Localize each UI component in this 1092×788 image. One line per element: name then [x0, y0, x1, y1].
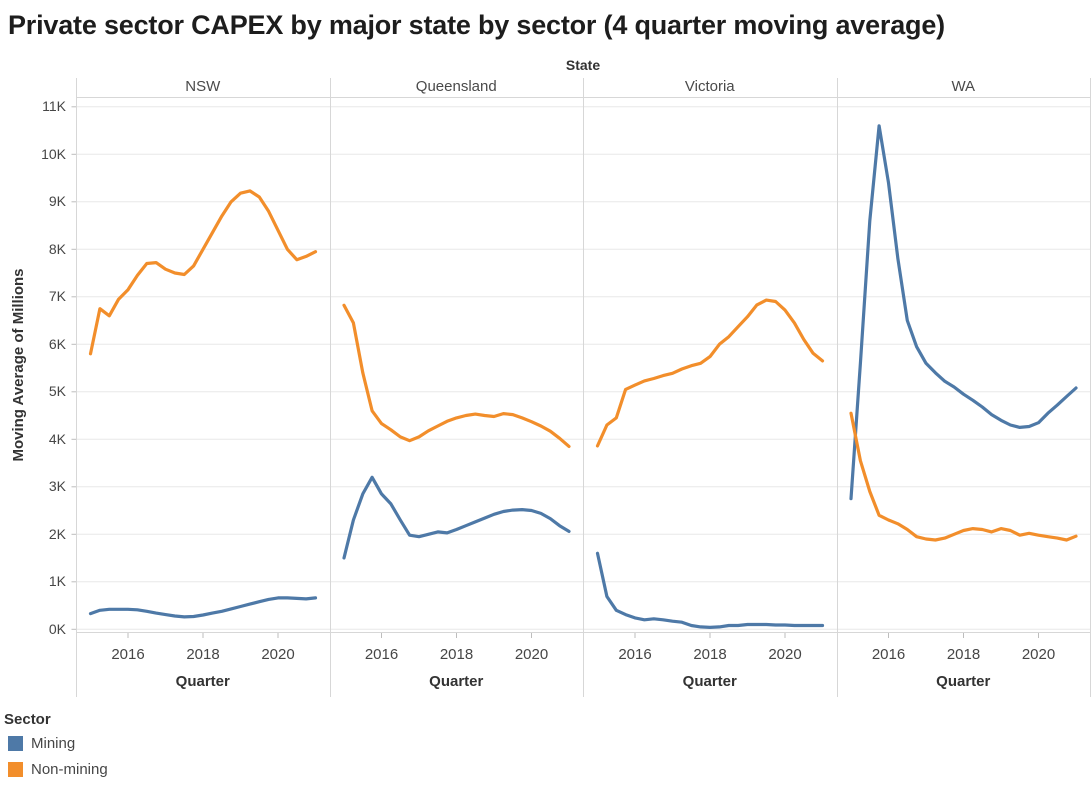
x-tick-label-nsw-2020: 2020 [261, 646, 295, 663]
y-tick-label-5k: 5K [48, 383, 66, 400]
x-axis-title-nsw: Quarter [175, 673, 230, 690]
chart-title: Private sector CAPEX by major state by s… [8, 10, 945, 40]
legend: Sector Mining Non-mining [4, 711, 108, 787]
legend-swatch-non-mining [8, 762, 23, 777]
y-axis-title: Moving Average of Millions [10, 268, 27, 462]
y-tick-label-4k: 4K [48, 430, 66, 447]
line-mining-nsw [88, 596, 318, 619]
panel-separator [1090, 78, 1091, 697]
x-tick-label-queensland-2016: 2016 [364, 646, 399, 663]
x-tick-label-victoria-2018: 2018 [693, 646, 727, 663]
legend-label: Non-mining [31, 761, 108, 778]
y-tick-label-11k: 11K [42, 98, 66, 115]
y-tick-label-3k: 3K [48, 478, 66, 495]
y-tick-label-10k: 10K [41, 145, 66, 162]
x-tick-label-queensland-2018: 2018 [439, 646, 474, 663]
x-axis-title-victoria: Quarter [682, 673, 737, 690]
x-tick-label-queensland-2020: 2020 [514, 646, 549, 663]
y-tick-label-9k: 9K [48, 193, 66, 210]
facet-header-queensland: Queensland [415, 78, 497, 95]
legend-title: Sector [4, 711, 51, 728]
x-tick-label-victoria-2020: 2020 [768, 646, 802, 663]
line-mining-queensland [342, 475, 571, 560]
y-tick-label-8k: 8K [48, 240, 66, 257]
y-tick-label-7k: 7K [48, 288, 66, 305]
panel-separator [836, 78, 838, 697]
y-tick-label-1k: 1K [48, 573, 66, 590]
line-non-mining-queensland [342, 303, 571, 448]
plot-area [71, 97, 1090, 638]
legend-item-mining[interactable]: Mining [8, 735, 108, 752]
x-tick-label-nsw-2018: 2018 [186, 646, 220, 663]
x-tick-label-wa-2016: 2016 [871, 646, 906, 663]
legend-label: Mining [31, 735, 76, 752]
x-tick-label-nsw-2016: 2016 [111, 646, 145, 663]
y-tick-label-6k: 6K [48, 335, 66, 352]
line-non-mining-victoria [595, 298, 825, 448]
line-non-mining-wa [849, 411, 1078, 542]
panel-separator [329, 78, 331, 697]
panel-separator [76, 78, 77, 697]
legend-swatch-mining [8, 736, 23, 751]
facet-axis-title: State [565, 57, 601, 73]
line-non-mining-nsw [88, 189, 318, 356]
x-tick-label-wa-2020: 2020 [1021, 646, 1056, 663]
facet-header-nsw: NSW [185, 78, 221, 95]
facet-header-wa: WA [951, 78, 976, 95]
legend-items: Mining Non-mining [4, 735, 108, 778]
x-axis-title-wa: Quarter [936, 673, 991, 690]
x-tick-label-wa-2018: 2018 [946, 646, 981, 663]
line-mining-wa [849, 124, 1078, 501]
y-tick-label-0k: 0K [48, 620, 66, 637]
x-tick-label-victoria-2016: 2016 [618, 646, 652, 663]
legend-item-non-mining[interactable]: Non-mining [8, 761, 108, 778]
panel-separator [583, 78, 584, 697]
facet-header-victoria: Victoria [684, 78, 735, 95]
y-tick-label-2k: 2K [48, 525, 66, 542]
line-mining-victoria [595, 551, 825, 630]
x-axis-title-queensland: Quarter [429, 673, 484, 690]
